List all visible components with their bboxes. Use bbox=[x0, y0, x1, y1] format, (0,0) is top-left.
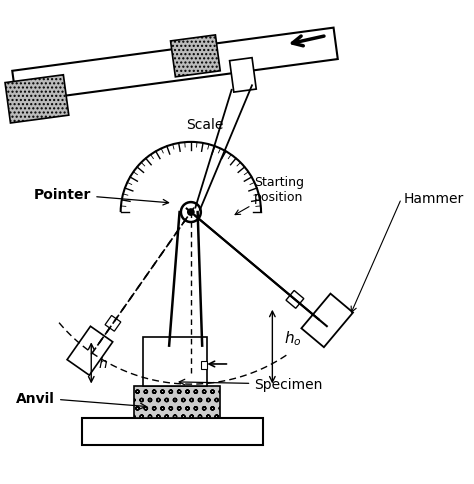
Bar bbox=[134, 387, 220, 418]
Polygon shape bbox=[286, 291, 304, 309]
Polygon shape bbox=[67, 327, 113, 376]
Text: Hammer: Hammer bbox=[404, 192, 464, 206]
Text: Specimen: Specimen bbox=[179, 378, 323, 391]
Circle shape bbox=[188, 210, 194, 216]
Text: h: h bbox=[98, 356, 107, 370]
Polygon shape bbox=[171, 36, 220, 77]
Polygon shape bbox=[5, 76, 69, 124]
Text: Pointer: Pointer bbox=[34, 188, 169, 206]
Bar bbox=[82, 418, 263, 445]
Text: Anvil: Anvil bbox=[16, 391, 146, 409]
Text: $h_o$: $h_o$ bbox=[283, 329, 301, 347]
Text: Starting
position: Starting position bbox=[235, 176, 304, 215]
Bar bbox=[201, 361, 207, 369]
Polygon shape bbox=[105, 316, 121, 332]
Bar bbox=[134, 387, 220, 418]
Polygon shape bbox=[229, 59, 256, 93]
Polygon shape bbox=[12, 29, 338, 103]
Text: Scale: Scale bbox=[186, 117, 223, 131]
Polygon shape bbox=[301, 294, 353, 348]
Bar bbox=[143, 337, 207, 387]
